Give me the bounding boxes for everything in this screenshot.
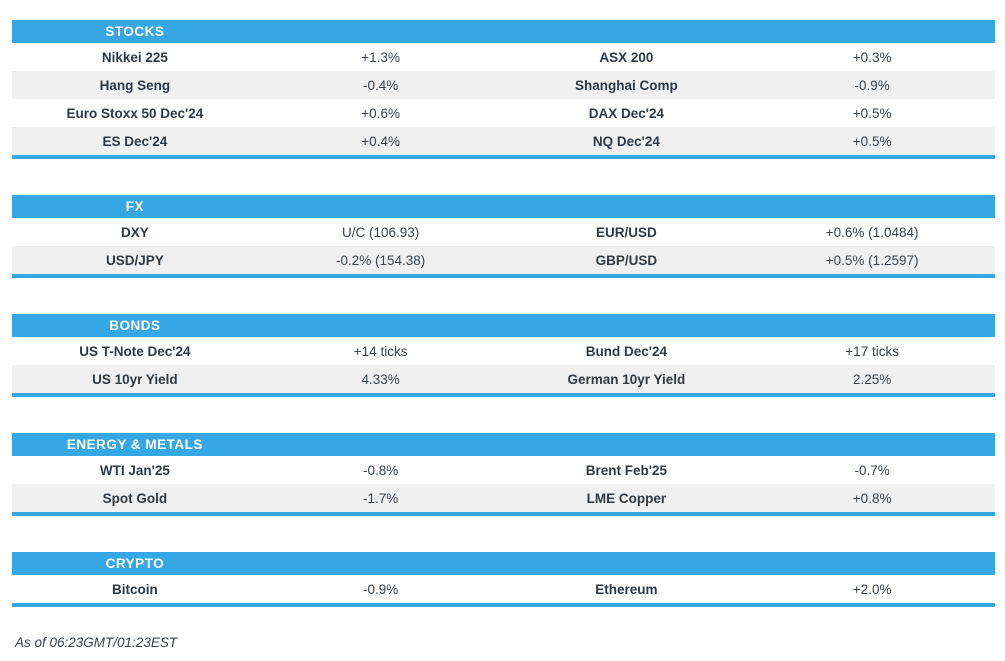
section-header-spacer [257, 433, 504, 456]
instrument-label: DAX Dec'24 [588, 105, 664, 121]
table-row: US T-Note Dec'24 +14 ticks Bund Dec'24 +17 … [12, 337, 995, 365]
instrument-label: Spot Gold [102, 490, 168, 506]
section-header-spacer [257, 552, 504, 575]
section-title: STOCKS [12, 20, 258, 43]
instrument-label: USD/JPY [105, 252, 164, 268]
section-table-crypto: CRYPTO Bitcoin -0.9% Ethereum +2.0% [12, 552, 995, 607]
instrument-value: -0.8% [362, 462, 399, 478]
section-header-spacer [749, 314, 995, 337]
table-row: ES Dec'24 +0.4% NQ Dec'24 +0.5% [12, 127, 995, 157]
section-header-row: CRYPTO [12, 552, 995, 575]
section-header-spacer [749, 433, 995, 456]
instrument-label: Shanghai Comp [574, 77, 678, 93]
section-table-energy-metals: ENERGY & METALS WTI Jan'25 -0.8% Brent Feb'… [12, 433, 995, 516]
table-row: Bitcoin -0.9% Ethereum +2.0% [12, 575, 995, 605]
instrument-value: -0.7% [854, 462, 890, 478]
instrument-label: WTI Jan'25 [99, 462, 170, 478]
instrument-label: ES Dec'24 [102, 133, 168, 149]
section-header-spacer [503, 314, 750, 337]
instrument-value: 2.25% [852, 371, 892, 387]
instrument-value: +0.3% [852, 49, 892, 65]
table-row: US 10yr Yield 4.33% German 10yr Yield 2.25% [12, 365, 995, 395]
section-title: BONDS [12, 314, 258, 337]
table-row: USD/JPY -0.2% (154.38) GBP/USD +0.5% (1.259… [12, 246, 995, 276]
instrument-value: +1.3% [361, 49, 400, 65]
section-header-spacer [257, 195, 504, 218]
instrument-value: +0.4% [361, 133, 400, 149]
instrument-label: German 10yr Yield [567, 371, 686, 387]
section-header-spacer [503, 20, 750, 43]
instrument-label: Bund Dec'24 [585, 343, 667, 359]
instrument-label: Hang Seng [99, 77, 171, 93]
section-table-fx: FX DXY U/C (106.93) EUR/USD +0.6% (1.0484) US… [12, 195, 995, 278]
table-row: WTI Jan'25 -0.8% Brent Feb'25 -0.7% [12, 456, 995, 484]
instrument-value: +0.6% [361, 105, 400, 121]
instrument-value: -0.4% [362, 77, 399, 93]
timestamp-note: As of 06:23GMT/01:23EST [15, 635, 178, 650]
instrument-value: +0.5% (1.2597) [825, 252, 919, 268]
instrument-value: -0.2% (154.38) [335, 252, 426, 268]
table-row: Euro Stoxx 50 Dec'24 +0.6% DAX Dec'24 +0.5% [12, 99, 995, 127]
section-header-row: FX [12, 195, 995, 218]
instrument-value: -0.9% [362, 581, 399, 597]
instrument-label: Brent Feb'25 [585, 462, 667, 478]
instrument-label: LME Copper [586, 490, 667, 506]
section-header-spacer [257, 314, 504, 337]
section-header-spacer [749, 552, 995, 575]
instrument-value: 4.33% [361, 371, 400, 387]
section-header-spacer [749, 20, 995, 43]
section-header-spacer [257, 20, 504, 43]
section-table-bonds: BONDS US T-Note Dec'24 +14 ticks Bund Dec'2… [12, 314, 995, 397]
section-header-row: STOCKS [12, 20, 995, 43]
table-row: Spot Gold -1.7% LME Copper +0.8% [12, 484, 995, 514]
instrument-label: GBP/USD [595, 252, 658, 268]
instrument-value: +0.8% [852, 490, 892, 506]
section-table-stocks: STOCKS Nikkei 225 +1.3% ASX 200 +0.3% Hang Se… [12, 20, 995, 159]
instrument-label: Euro Stoxx 50 Dec'24 [66, 105, 204, 121]
instrument-label: US T-Note Dec'24 [79, 343, 191, 359]
section-title: ENERGY & METALS [12, 433, 258, 456]
section-header-spacer [503, 552, 750, 575]
section-title: FX [12, 195, 258, 218]
section-header-row: ENERGY & METALS [12, 433, 995, 456]
instrument-label: EUR/USD [595, 224, 657, 240]
instrument-label: Ethereum [595, 581, 658, 597]
instrument-label: DXY [120, 224, 149, 240]
instrument-value: +0.5% [852, 105, 892, 121]
instrument-value: -0.9% [854, 77, 890, 93]
section-header-spacer [503, 195, 750, 218]
section-header-spacer [503, 433, 750, 456]
instrument-label: US 10yr Yield [92, 371, 178, 387]
instrument-label: Bitcoin [112, 581, 158, 597]
instrument-value: +14 ticks [353, 343, 408, 359]
section-title: CRYPTO [12, 552, 258, 575]
instrument-label: NQ Dec'24 [592, 133, 660, 149]
instrument-label: ASX 200 [599, 49, 654, 65]
market-sections: STOCKS Nikkei 225 +1.3% ASX 200 +0.3% Hang Se… [12, 20, 995, 607]
table-row: DXY U/C (106.93) EUR/USD +0.6% (1.0484) [12, 218, 995, 246]
section-header-row: BONDS [12, 314, 995, 337]
instrument-value: U/C (106.93) [341, 224, 420, 240]
instrument-value: -1.7% [362, 490, 399, 506]
instrument-label: Nikkei 225 [101, 49, 168, 65]
section-header-spacer [749, 195, 995, 218]
instrument-value: +0.6% (1.0484) [825, 224, 919, 240]
instrument-value: +2.0% [852, 581, 892, 597]
table-row: Hang Seng -0.4% Shanghai Comp -0.9% [12, 71, 995, 99]
table-row: Nikkei 225 +1.3% ASX 200 +0.3% [12, 43, 995, 71]
instrument-value: +0.5% [852, 133, 892, 149]
instrument-value: +17 ticks [845, 343, 899, 359]
